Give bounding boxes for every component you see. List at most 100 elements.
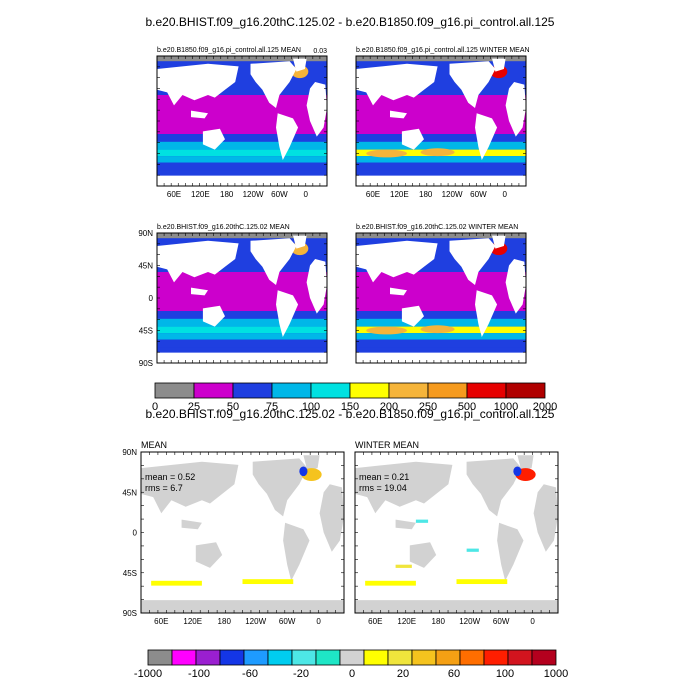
colorbar-label: 50 <box>227 401 239 413</box>
land-mask <box>355 600 558 613</box>
y-tick-label: 45N <box>122 488 137 497</box>
x-tick-label: 0 <box>304 190 309 199</box>
colorbar-swatch <box>232 382 273 399</box>
land-mask <box>306 259 327 314</box>
x-tick-label: 120E <box>397 617 416 626</box>
land-mask <box>390 110 407 119</box>
land-mask <box>449 61 496 108</box>
panel-historical-winter-mean: b.e20.BHIST.f09_g16.20thC.125.02 WINTER … <box>355 224 527 364</box>
colorbar-swatch <box>315 649 341 666</box>
land-mask <box>395 519 416 530</box>
colorbar-swatch <box>435 649 461 666</box>
colorbar-label: 100 <box>496 668 514 680</box>
field-band <box>157 326 327 334</box>
panel-difference-mean: 60E 120E 180 120W 60W 0 90N 45N 0 45S 90S MEAN mean … <box>122 440 345 626</box>
land-mask <box>401 305 424 327</box>
land-mask <box>202 305 225 327</box>
panel-historical-mean: 90N 45N 0 45S 90S b.e20.BHIST.f09_g16.20thC.1… <box>138 224 328 368</box>
land-mask <box>303 455 320 472</box>
diff-patch <box>242 579 294 585</box>
field-band <box>157 272 327 311</box>
colorbar-label: 250 <box>419 401 437 413</box>
colorbar-label: 60 <box>448 668 460 680</box>
diff-patch <box>365 580 416 586</box>
colorbar-swatch <box>459 649 485 666</box>
land-mask <box>319 484 344 552</box>
x-tick-label: 0 <box>503 190 508 199</box>
colorbar-swatch <box>531 649 557 666</box>
land-mask <box>356 240 438 283</box>
colorbar-label: 25 <box>188 401 200 413</box>
colorbar-label: 75 <box>266 401 278 413</box>
colorbar-label: 2000 <box>533 401 557 413</box>
colorbar-swatch <box>195 649 221 666</box>
colorbar-label: -20 <box>293 668 309 680</box>
land-mask <box>409 542 437 568</box>
x-tick-label: 60E <box>368 617 382 626</box>
field-band <box>157 141 327 150</box>
colorbar-swatch <box>271 382 312 399</box>
field-patch <box>366 326 407 335</box>
land-mask <box>449 238 496 285</box>
diff-patch <box>299 466 308 477</box>
field-band <box>356 156 526 163</box>
colorbar-label: 500 <box>458 401 476 413</box>
diff-patch <box>466 548 479 552</box>
land-mask <box>390 287 407 296</box>
field-patch <box>420 148 455 157</box>
land-mask <box>191 287 208 296</box>
land-mask <box>293 58 307 72</box>
x-tick-label: 60E <box>167 190 181 199</box>
land-mask <box>492 58 506 72</box>
land-mask <box>497 522 524 581</box>
colorbar-bottom: -1000 -100 -60 -20 0 20 60 100 1000 <box>134 649 568 680</box>
colorbar-swatch <box>507 649 533 666</box>
colorbar-swatch <box>349 382 390 399</box>
x-tick-label: 120E <box>191 190 210 199</box>
panel-stat: rms = 19.04 <box>359 483 407 493</box>
colorbar-swatch <box>310 382 351 399</box>
panel-stat: rms = 6.7 <box>145 483 183 493</box>
x-tick-label: 60W <box>493 617 510 626</box>
x-tick-label: 120E <box>390 190 409 199</box>
panel-title: b.e20.BHIST.f09_g16.20thC.125.02 WINTER … <box>356 224 518 231</box>
field-band <box>356 141 526 150</box>
x-tick-label: 120W <box>459 617 480 626</box>
field-band <box>157 95 327 134</box>
x-tick-label: 60E <box>366 190 380 199</box>
x-tick-label: 60W <box>279 617 296 626</box>
land-mask <box>202 128 225 150</box>
field-band <box>157 333 327 340</box>
x-tick-label: 60E <box>154 617 168 626</box>
land-mask <box>505 82 526 137</box>
panel-control-mean: 60E 120E 180 120W 60W 0 b.e20.B1850.f09_g16.pi… <box>156 47 328 199</box>
diff-patch <box>151 580 202 586</box>
y-tick-label: 45S <box>139 327 153 336</box>
field-band <box>157 149 327 157</box>
y-tick-label: 0 <box>133 529 138 538</box>
x-tick-label: 0 <box>316 617 321 626</box>
land-mask <box>276 113 299 160</box>
colorbar-swatch <box>193 382 234 399</box>
field-band <box>157 318 327 327</box>
y-tick-label: 45N <box>138 262 153 271</box>
colorbar-swatch <box>387 649 413 666</box>
land-mask <box>157 63 239 106</box>
land-mask <box>401 128 424 150</box>
land-mask <box>195 542 223 568</box>
panel-stat: mean = 0.21 <box>359 472 409 482</box>
panel-control-winter-mean: 60E 120E 180 120W 60W 0 b.e20.B1850.f09_g16.pi… <box>355 47 530 199</box>
colorbar-swatch <box>505 382 546 399</box>
y-tick-label: 90N <box>122 448 137 457</box>
field-patch <box>420 325 455 334</box>
colorbar-label: 0 <box>349 668 355 680</box>
field-band <box>356 318 526 327</box>
colorbar-swatch <box>243 649 269 666</box>
land-mask <box>141 461 239 514</box>
colorbar-swatch <box>363 649 389 666</box>
colorbar-label: 1000 <box>544 668 568 680</box>
land-mask <box>533 484 558 552</box>
y-tick-label: 0 <box>149 294 154 303</box>
colorbar-swatch <box>483 649 509 666</box>
land-mask <box>475 290 498 337</box>
